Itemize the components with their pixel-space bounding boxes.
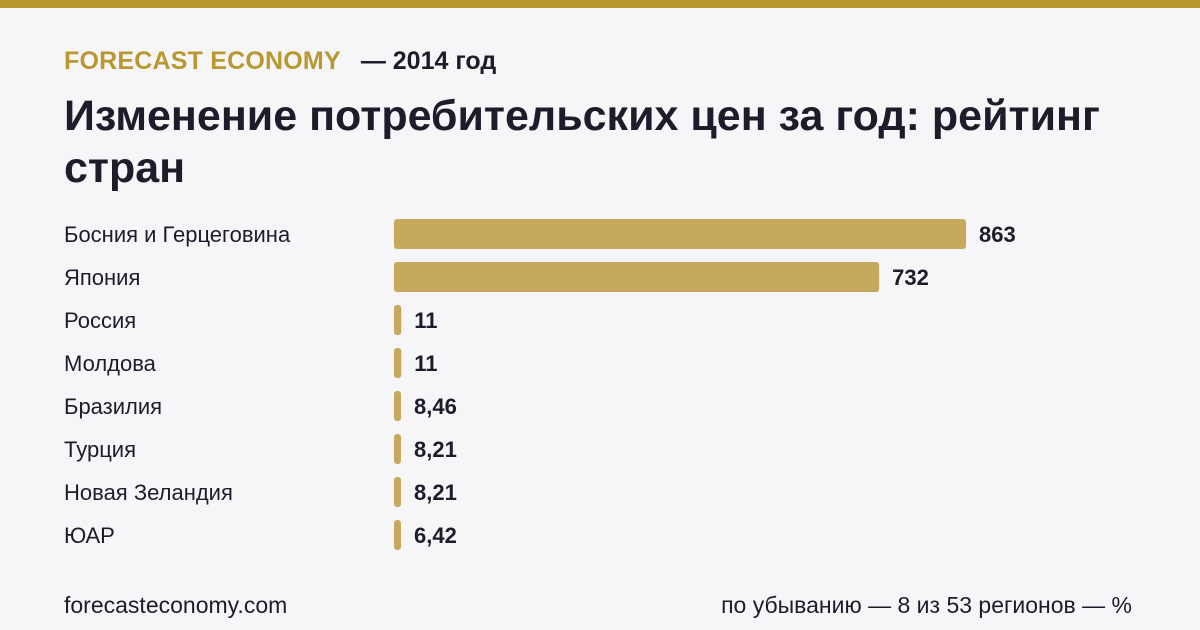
footer-note: по убыванию — 8 из 53 регионов — % bbox=[721, 592, 1132, 618]
bar bbox=[394, 348, 402, 378]
value-label: 11 bbox=[414, 351, 437, 376]
bar bbox=[394, 391, 401, 421]
bar bbox=[394, 434, 401, 464]
chart-title: Изменение потребительских цен за год: ре… bbox=[64, 92, 1100, 192]
category-label: Босния и Герцеговина bbox=[64, 222, 291, 247]
value-label: 11 bbox=[414, 308, 437, 333]
bar bbox=[394, 520, 401, 550]
value-label: 863 bbox=[979, 222, 1016, 247]
category-label: Новая Зеландия bbox=[64, 480, 233, 505]
category-label: Япония bbox=[64, 265, 140, 290]
period-label: — 2014 год bbox=[360, 46, 497, 75]
bar bbox=[394, 219, 966, 249]
value-label: 8,21 bbox=[414, 480, 457, 505]
value-label: 6,42 bbox=[414, 523, 457, 548]
header-row: FORECAST ECONOMY — 2014 год bbox=[64, 46, 496, 76]
category-label: Турция bbox=[64, 437, 136, 462]
category-label: ЮАР bbox=[64, 523, 115, 548]
value-label: 8,21 bbox=[414, 437, 457, 462]
category-label: Бразилия bbox=[64, 394, 162, 419]
category-label: Молдова bbox=[64, 351, 157, 376]
value-label: 8,46 bbox=[414, 394, 457, 419]
top-accent-bar bbox=[0, 0, 1200, 8]
category-label: Россия bbox=[64, 308, 136, 333]
bar bbox=[394, 305, 402, 335]
value-label: 732 bbox=[892, 265, 929, 290]
bar bbox=[394, 262, 880, 292]
brand-name: FORECAST ECONOMY bbox=[64, 46, 341, 75]
bar bbox=[394, 477, 401, 507]
footer-site: forecasteconomy.com bbox=[64, 592, 288, 618]
